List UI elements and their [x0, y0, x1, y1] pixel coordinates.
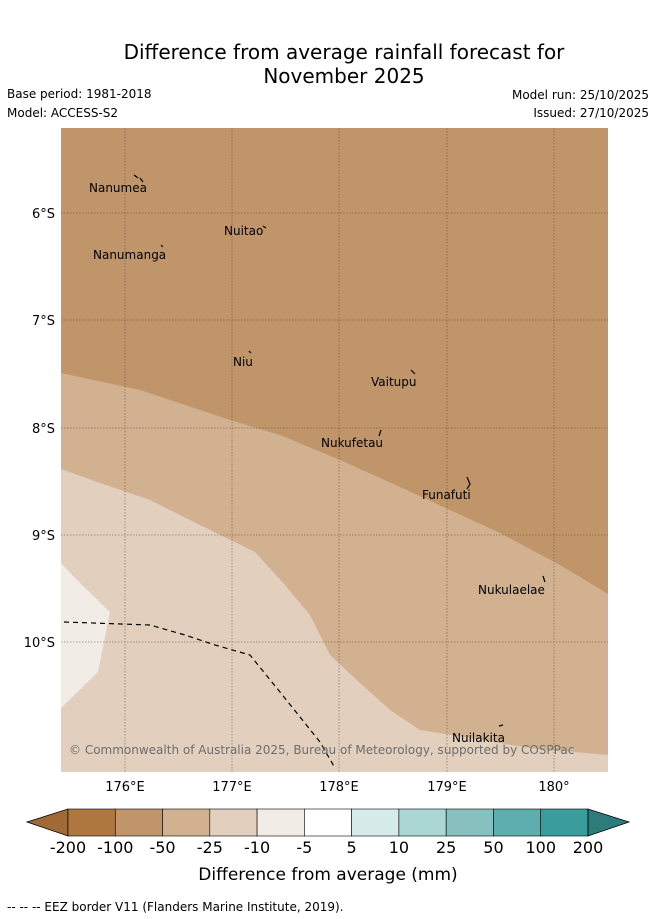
colorbar-cell — [304, 808, 352, 837]
island-label-niu: Niu — [233, 355, 253, 369]
island-label-funafuti: Funafuti — [422, 488, 471, 502]
colorbar-tick-label: 200 — [573, 838, 604, 857]
island-shape — [262, 225, 267, 229]
lat-tick-label: 10°S — [24, 636, 55, 651]
island-label-nukulaelae: Nukulaelae — [478, 583, 545, 597]
colorbar-cell — [445, 808, 494, 837]
colorbar-tick-label: -10 — [244, 838, 270, 857]
colorbar-tick-label: -50 — [149, 838, 175, 857]
lon-tick-label: 176°E — [105, 780, 145, 795]
eez-footnote: -- -- -- EEZ border V11 (Flanders Marine… — [7, 900, 344, 914]
colorbar-cell — [114, 808, 163, 837]
longitude-axis: 176°E 177°E 178°E 179°E 180° — [105, 780, 569, 795]
colorbar-extend-high — [587, 808, 631, 837]
colorbar-cell — [67, 808, 116, 837]
colorbar-tick-label: 10 — [389, 838, 409, 857]
island-shape — [248, 350, 252, 354]
island-shape — [160, 244, 164, 248]
island-shape — [378, 429, 382, 437]
colorbar-tick-label: 50 — [483, 838, 503, 857]
model-run: Model run: 25/10/2025 — [511, 88, 649, 102]
colorbar-tick-label: 100 — [525, 838, 556, 857]
lon-tick-label: 178°E — [319, 780, 359, 795]
gridlines — [61, 128, 608, 772]
lon-tick-label: 180° — [538, 780, 569, 795]
colorbar-cell — [256, 808, 305, 837]
colorbar-tick-label: 5 — [347, 838, 357, 857]
island-label-nuitao: Nuitao — [224, 224, 263, 238]
colorbar-tick-label: -100 — [97, 838, 133, 857]
colorbar-cells — [67, 808, 589, 837]
colorbar-tick-label: 25 — [436, 838, 456, 857]
island-label-nukufetau: Nukufetau — [321, 436, 383, 450]
colorbar-title: Difference from average (mm) — [198, 865, 457, 885]
model-name: Model: ACCESS-S2 — [7, 106, 119, 120]
chart-title: Difference from average rainfall forecas… — [0, 40, 655, 88]
colorbar-cell — [209, 808, 258, 837]
region-minus-10 — [61, 563, 110, 708]
colorbar-cell — [540, 808, 589, 837]
colorbar-tick-label: -25 — [197, 838, 223, 857]
island-label-nanumanga: Nanumanga — [93, 248, 166, 262]
region-minus-25 — [61, 469, 608, 772]
colorbar-tick-label: -5 — [296, 838, 312, 857]
island-label-nanumea: Nanumea — [89, 181, 147, 195]
island-shape — [498, 724, 504, 727]
lon-tick-label: 177°E — [212, 780, 252, 795]
title-line-1: Difference from average rainfall forecas… — [123, 40, 565, 64]
lat-tick-label: 7°S — [32, 314, 55, 329]
lat-tick-label: 6°S — [32, 207, 55, 222]
colorbar-tick-labels: -200 -100 -50 -25 -10 -5 5 10 25 50 100 200 — [50, 838, 603, 857]
island-shapes — [133, 174, 546, 727]
island-shape — [133, 174, 144, 183]
island-shape — [542, 575, 546, 583]
map-area: Nanumea Nuitao Nanumanga Niu Vaitupu Nuk… — [61, 128, 608, 772]
lat-tick-label: 8°S — [32, 422, 55, 437]
island-labels: Nanumea Nuitao Nanumanga Niu Vaitupu Nuk… — [89, 181, 545, 745]
colorbar-tick-label: -200 — [50, 838, 86, 857]
lon-tick-label: 179°E — [427, 780, 467, 795]
title-line-2: November 2025 — [263, 64, 425, 88]
colorbar-cell — [351, 808, 400, 837]
island-label-nuilakita: Nuilakita — [452, 731, 505, 745]
colorbar-cell — [398, 808, 447, 837]
base-period: Base period: 1981-2018 — [7, 87, 152, 101]
island-shape — [410, 369, 416, 375]
copyright-notice: © Commonwealth of Australia 2025, Bureau… — [69, 743, 574, 757]
colorbar-cell — [162, 808, 211, 837]
island-label-vaitupu: Vaitupu — [371, 375, 417, 389]
eez-border — [63, 621, 336, 769]
colorbar-cell — [493, 808, 542, 837]
colorbar-extend-low — [25, 808, 69, 837]
island-shape — [466, 476, 471, 490]
issued-date: Issued: 27/10/2025 — [533, 106, 649, 120]
latitude-axis: 6°S 7°S 8°S 9°S 10°S — [24, 207, 55, 651]
colorbar: -200 -100 -50 -25 -10 -5 5 10 25 50 100 200 Differe… — [25, 808, 631, 885]
lat-tick-label: 9°S — [32, 529, 55, 544]
